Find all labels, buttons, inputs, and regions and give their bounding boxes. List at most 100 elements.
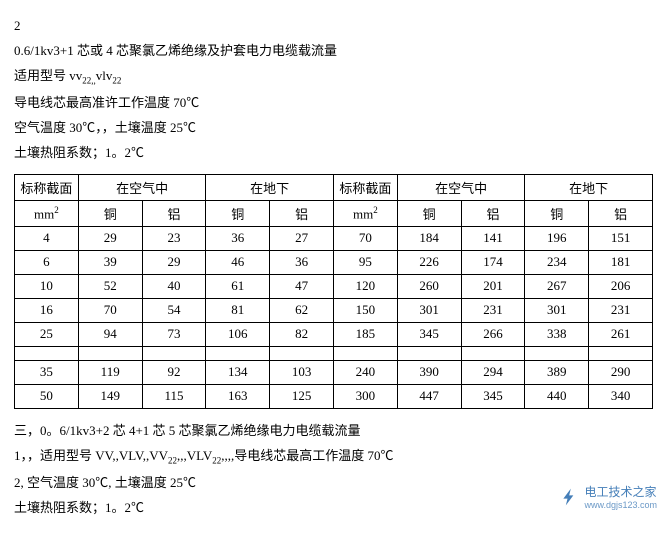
cell: 151	[589, 226, 653, 250]
cell: 47	[270, 274, 334, 298]
th-cs2: 标称截面	[333, 174, 397, 200]
cell: 201	[461, 274, 525, 298]
cell: 52	[78, 274, 142, 298]
cell: 25	[15, 322, 79, 346]
cell: 389	[525, 360, 589, 384]
table-row: 1052406147120260201267206	[15, 274, 653, 298]
cell: 119	[78, 360, 142, 384]
cell: 36	[206, 226, 270, 250]
t: vlv	[96, 68, 113, 83]
cell: 266	[461, 322, 525, 346]
cell: 106	[206, 322, 270, 346]
cell: 10	[15, 274, 79, 298]
ftr-l2: 1，，适用型号 VV,,VLV,,VV22,,,VLV22,,,,导电线芯最高工…	[14, 448, 653, 467]
cell: 185	[333, 322, 397, 346]
th-al: 铝	[142, 200, 206, 226]
cell: 231	[589, 298, 653, 322]
t: 22,,	[82, 75, 96, 85]
wm-title: 电工技术之家	[584, 485, 656, 499]
t: 适用型号 vv	[14, 68, 82, 83]
th-unit2: mm2	[333, 200, 397, 226]
cell: 196	[525, 226, 589, 250]
cell: 149	[78, 384, 142, 408]
cell: 141	[461, 226, 525, 250]
cell: 440	[525, 384, 589, 408]
hdr-l5: 土壤热阻系数；1。2℃	[14, 145, 653, 162]
cell: 231	[461, 298, 525, 322]
cell: 174	[461, 250, 525, 274]
cell: 345	[397, 322, 461, 346]
cell: 6	[15, 250, 79, 274]
cell: 16	[15, 298, 79, 322]
cell: 301	[525, 298, 589, 322]
table-header-row: 标称截面 在空气中 在地下 标称截面 在空气中 在地下	[15, 174, 653, 200]
cell: 40	[142, 274, 206, 298]
table-row: 50149115163125300447345440340	[15, 384, 653, 408]
hdr-l1: 0.6/1kv3+1 芯或 4 芯聚氯乙烯绝缘及护套电力电缆载流量	[14, 43, 653, 60]
cell: 294	[461, 360, 525, 384]
cell: 27	[270, 226, 334, 250]
th-ug: 在地下	[206, 174, 334, 200]
cell: 134	[206, 360, 270, 384]
cell: 39	[78, 250, 142, 274]
th-cu: 铜	[525, 200, 589, 226]
cell: 81	[206, 298, 270, 322]
hdr-l3: 导电线芯最高准许工作温度 70℃	[14, 95, 653, 112]
cell: 184	[397, 226, 461, 250]
cell: 92	[142, 360, 206, 384]
lightning-icon	[560, 487, 580, 507]
cell: 260	[397, 274, 461, 298]
th-cs: 标称截面	[15, 174, 79, 200]
ftr-l1: 三，0。6/1kv3+2 芯 4+1 芯 5 芯聚氯乙烯绝缘电力电缆载流量	[14, 423, 653, 440]
cell: 46	[206, 250, 270, 274]
cell: 447	[397, 384, 461, 408]
th-ug2: 在地下	[525, 174, 653, 200]
cell: 290	[589, 360, 653, 384]
cell: 261	[589, 322, 653, 346]
cell: 150	[333, 298, 397, 322]
cell: 62	[270, 298, 334, 322]
cell: 35	[15, 360, 79, 384]
t: 22	[212, 455, 221, 465]
cell: 181	[589, 250, 653, 274]
t: 1，，适用型号 VV,,VLV,,VV	[14, 448, 168, 463]
th-air: 在空气中	[78, 174, 206, 200]
table-row: 63929463695226174234181	[15, 250, 653, 274]
cell: 50	[15, 384, 79, 408]
ftr-l3: 2, 空气温度 30℃, 土壤温度 25℃	[14, 475, 653, 492]
cell: 301	[397, 298, 461, 322]
table-row: 1670548162150301231301231	[15, 298, 653, 322]
cell: 54	[142, 298, 206, 322]
cell: 163	[206, 384, 270, 408]
cell: 73	[142, 322, 206, 346]
cell: 61	[206, 274, 270, 298]
table-row: 42923362770184141196151	[15, 226, 653, 250]
cell: 338	[525, 322, 589, 346]
th-unit: mm2	[15, 200, 79, 226]
cell: 267	[525, 274, 589, 298]
cell: 115	[142, 384, 206, 408]
cell: 226	[397, 250, 461, 274]
th-cu: 铜	[397, 200, 461, 226]
hdr-l4: 空气温度 30℃，，土壤温度 25℃	[14, 120, 653, 137]
t: ,,,VLV	[177, 448, 212, 463]
hdr-l0: 2	[14, 18, 653, 35]
cell: 390	[397, 360, 461, 384]
th-cu: 铜	[78, 200, 142, 226]
hdr-l2: 适用型号 vv22,,vlv22	[14, 68, 653, 87]
cell: 120	[333, 274, 397, 298]
t: 22	[112, 75, 121, 85]
ftr-l4: 土壤热阻系数；1。2℃	[14, 500, 653, 517]
th-al: 铝	[270, 200, 334, 226]
t: ,,,,导电线芯最高工作温度 70℃	[221, 448, 393, 463]
cell: 4	[15, 226, 79, 250]
th-al: 铝	[589, 200, 653, 226]
cell: 70	[333, 226, 397, 250]
cell: 234	[525, 250, 589, 274]
cell: 300	[333, 384, 397, 408]
table-gap-row	[15, 346, 653, 360]
ampacity-table: 标称截面 在空气中 在地下 标称截面 在空气中 在地下 mm2 铜铝 铜铝 mm…	[14, 174, 653, 409]
cell: 36	[270, 250, 334, 274]
cell: 206	[589, 274, 653, 298]
cell: 29	[78, 226, 142, 250]
